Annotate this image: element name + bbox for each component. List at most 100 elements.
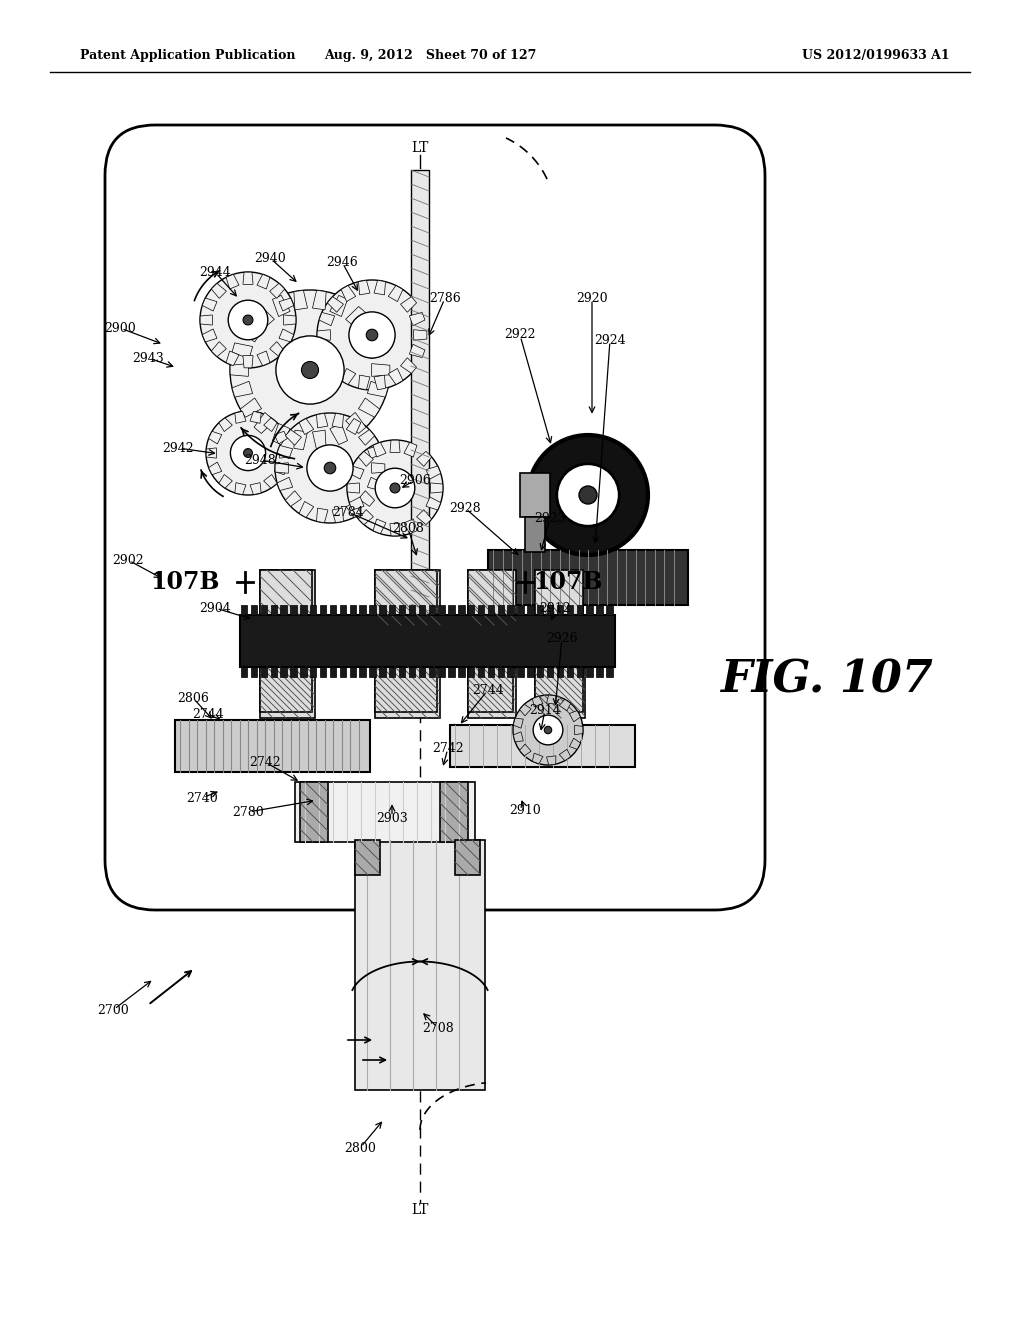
Polygon shape <box>219 474 232 488</box>
Bar <box>340 605 346 615</box>
Circle shape <box>349 312 395 358</box>
Polygon shape <box>373 442 386 457</box>
Bar <box>587 605 593 615</box>
Circle shape <box>367 329 378 341</box>
Bar <box>319 605 327 615</box>
Text: 2902: 2902 <box>113 553 143 566</box>
Bar <box>508 667 514 677</box>
Circle shape <box>230 290 390 450</box>
Polygon shape <box>400 297 417 313</box>
Bar <box>428 667 435 677</box>
Bar <box>468 667 474 677</box>
Circle shape <box>228 300 268 339</box>
Polygon shape <box>426 496 440 510</box>
Bar <box>240 615 615 667</box>
Polygon shape <box>400 358 417 374</box>
Polygon shape <box>559 700 570 710</box>
Polygon shape <box>368 343 388 359</box>
Circle shape <box>375 469 415 508</box>
Text: 2780: 2780 <box>232 805 264 818</box>
Bar <box>379 667 386 677</box>
Bar <box>517 667 523 677</box>
Polygon shape <box>358 491 375 507</box>
Bar <box>449 605 455 615</box>
Polygon shape <box>403 519 417 533</box>
Text: 2944: 2944 <box>199 265 230 279</box>
Bar <box>399 605 406 615</box>
Bar <box>508 605 514 615</box>
Text: 2740: 2740 <box>186 792 218 804</box>
Bar <box>547 605 553 615</box>
Polygon shape <box>219 418 232 432</box>
Polygon shape <box>358 429 375 445</box>
Polygon shape <box>312 290 326 310</box>
Polygon shape <box>403 442 417 457</box>
Polygon shape <box>275 463 289 474</box>
Polygon shape <box>317 330 331 341</box>
Bar <box>375 570 440 624</box>
Bar <box>468 605 474 615</box>
Circle shape <box>390 483 400 492</box>
Bar <box>389 605 395 615</box>
Bar <box>438 667 444 677</box>
Polygon shape <box>274 462 288 475</box>
Bar <box>270 667 278 677</box>
Bar <box>557 605 563 615</box>
Bar <box>438 605 444 615</box>
Bar <box>498 667 504 677</box>
Bar <box>370 667 376 677</box>
Polygon shape <box>332 508 343 523</box>
Polygon shape <box>272 296 290 317</box>
Text: 2920: 2920 <box>577 292 608 305</box>
Polygon shape <box>254 412 274 433</box>
Bar <box>281 605 287 615</box>
Text: 2940: 2940 <box>254 252 286 264</box>
Bar <box>319 667 327 677</box>
Polygon shape <box>341 368 355 384</box>
Text: US 2012/0199633 A1: US 2012/0199633 A1 <box>803 49 950 62</box>
Polygon shape <box>328 358 343 374</box>
Text: 2806: 2806 <box>177 692 209 705</box>
Polygon shape <box>388 285 402 301</box>
Polygon shape <box>414 330 427 341</box>
Polygon shape <box>319 345 335 358</box>
Text: 2923: 2923 <box>535 511 566 524</box>
Bar <box>241 605 248 615</box>
Bar <box>175 719 370 772</box>
Bar <box>527 667 534 677</box>
Polygon shape <box>372 363 390 376</box>
Circle shape <box>325 462 336 474</box>
Polygon shape <box>410 313 425 326</box>
Polygon shape <box>569 710 581 722</box>
Circle shape <box>301 362 318 379</box>
Bar <box>261 605 267 615</box>
Bar <box>291 605 297 615</box>
Bar <box>468 667 513 711</box>
Bar <box>419 605 425 615</box>
Bar <box>468 570 513 615</box>
Bar <box>281 667 287 677</box>
Text: 2926: 2926 <box>546 631 578 644</box>
Circle shape <box>528 436 648 554</box>
Polygon shape <box>410 345 425 358</box>
Polygon shape <box>513 731 523 742</box>
Bar <box>310 667 316 677</box>
Bar <box>261 667 267 677</box>
Text: 2946: 2946 <box>326 256 357 268</box>
Polygon shape <box>200 315 212 325</box>
Bar <box>450 725 635 767</box>
Circle shape <box>317 280 427 389</box>
Bar <box>458 667 465 677</box>
Bar <box>468 570 516 624</box>
Polygon shape <box>312 430 326 450</box>
Circle shape <box>275 335 344 404</box>
Polygon shape <box>299 502 313 517</box>
Polygon shape <box>417 451 432 466</box>
Bar <box>606 605 612 615</box>
Circle shape <box>579 486 597 504</box>
Bar <box>375 570 437 615</box>
Text: 2808: 2808 <box>392 521 424 535</box>
Polygon shape <box>328 297 343 313</box>
Polygon shape <box>374 280 385 294</box>
Bar <box>379 605 386 615</box>
